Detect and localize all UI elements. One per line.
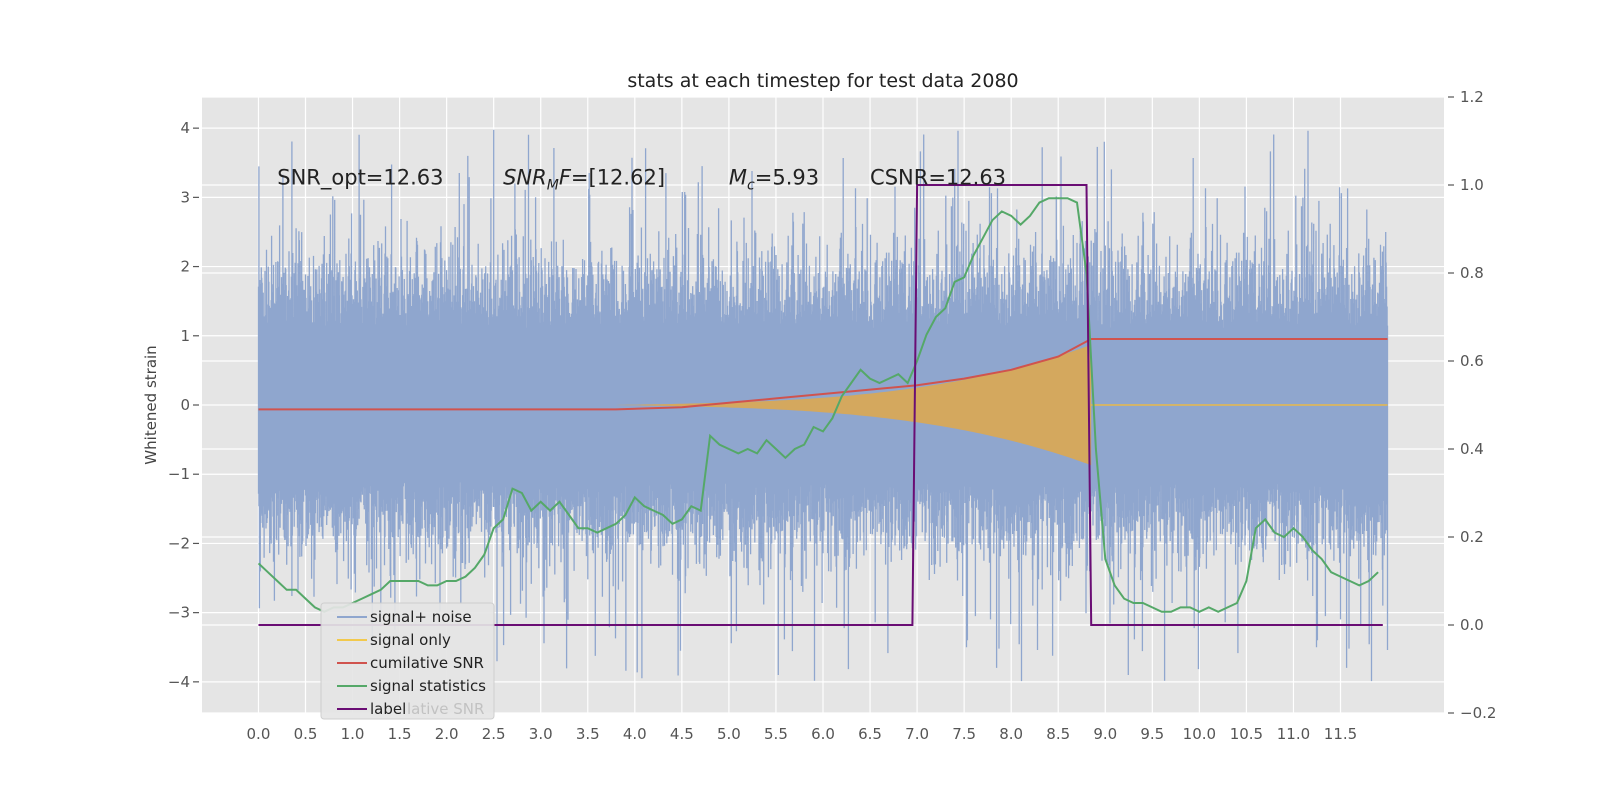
y2-tick-label: 0.6 <box>1460 352 1484 370</box>
y2-tick-label: 1.2 <box>1460 88 1484 106</box>
y2-tick-label: 1.0 <box>1460 176 1484 194</box>
y-tick-label: −1 <box>168 465 190 483</box>
x-tick-label: 0.0 <box>247 725 271 743</box>
x-tick-label: 5.5 <box>764 725 788 743</box>
x-tick-label: 2.0 <box>435 725 459 743</box>
legend-label: signal only <box>370 631 451 649</box>
y-tick-label: 4 <box>180 119 190 137</box>
x-tick-label: 6.0 <box>811 725 835 743</box>
x-tick-label: 2.5 <box>482 725 506 743</box>
y2-tick-label: −0.2 <box>1460 704 1496 722</box>
legend-box <box>320 602 495 720</box>
y-axis-label: Whitened strain <box>142 345 160 464</box>
y-tick-label: 1 <box>180 327 190 345</box>
x-tick-label: 6.5 <box>858 725 882 743</box>
x-tick-label: 9.5 <box>1140 725 1164 743</box>
legend: signal+ noise signal only cumilative SNR si… <box>320 602 495 720</box>
x-tick-label: 4.5 <box>670 725 694 743</box>
x-tick-label: 8.0 <box>999 725 1023 743</box>
series-layer <box>257 129 1389 682</box>
y2-tick-label: 0.2 <box>1460 528 1484 546</box>
x-tick-label: 9.0 <box>1093 725 1117 743</box>
x-tick-label: 3.5 <box>576 725 600 743</box>
x-tick-label: 7.0 <box>905 725 929 743</box>
annotation: SNR_opt=12.63 <box>277 166 443 191</box>
y2-tick-label: 0.4 <box>1460 440 1484 458</box>
x-tick-label: 11.5 <box>1324 725 1357 743</box>
y2-tick-label: 0.0 <box>1460 616 1484 634</box>
series-signal-only <box>616 344 1092 466</box>
x-tick-label: 10.5 <box>1230 725 1263 743</box>
x-tick-label: 1.5 <box>388 725 412 743</box>
x-tick-label: 10.0 <box>1183 725 1216 743</box>
series-label <box>258 184 1383 626</box>
y-tick-label: −3 <box>168 604 190 622</box>
chart-title: stats at each timestep for test data 208… <box>627 70 1018 92</box>
x-tick-label: 4.0 <box>623 725 647 743</box>
annotations: SNR_opt=12.63 SNRMF=[12.62] Mc=5.93 CSNR=12… <box>277 166 1006 194</box>
legend-label: cumilative SNR <box>370 654 484 672</box>
x-tick-label: 5.0 <box>717 725 741 743</box>
y-tick-label: −4 <box>168 673 190 691</box>
legend-label: signal+ noise <box>370 608 472 626</box>
x-tick-label: 0.5 <box>294 725 318 743</box>
x-tick-label: 7.5 <box>952 725 976 743</box>
series-cumulative-snr <box>258 338 1388 411</box>
y-tick-label: 0 <box>180 396 190 414</box>
annotation: SNRMF=[12.62] <box>503 166 665 194</box>
y-tick-label: 3 <box>180 188 190 206</box>
axes: 0.0 0.5 1.0 1.5 2.0 2.5 3.0 3.5 4.0 4.5 5.0 5.5 6.0 6… <box>168 88 1497 743</box>
series-signal-statistics <box>257 197 1379 613</box>
annotation: CSNR=12.63 <box>870 166 1006 190</box>
x-tick-label: 1.0 <box>341 725 365 743</box>
y2-tick-label: 0.8 <box>1460 264 1484 282</box>
annotation: Mc=5.93 <box>729 166 819 194</box>
x-tick-label: 3.0 <box>529 725 553 743</box>
y-tick-label: −2 <box>168 534 190 552</box>
legend-label: label <box>370 700 406 718</box>
y-tick-label: 2 <box>180 258 190 276</box>
legend-ghost-text: lative SNR <box>407 700 484 718</box>
x-tick-label: 8.5 <box>1046 725 1070 743</box>
legend-label: signal statistics <box>370 677 486 695</box>
x-tick-label: 11.0 <box>1277 725 1310 743</box>
